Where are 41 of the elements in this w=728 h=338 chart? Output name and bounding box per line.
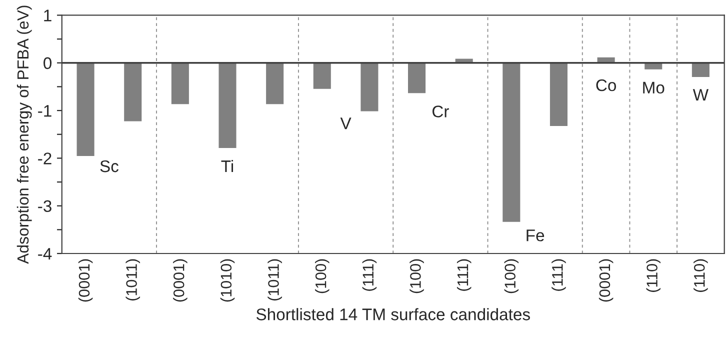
- y-tick-label: 0: [44, 57, 52, 70]
- annotation: Cr: [432, 106, 449, 118]
- bar: [122, 62, 144, 123]
- x-tick-label: (100): [315, 259, 330, 294]
- x-tick-label: (0001): [173, 259, 188, 302]
- bar: [170, 62, 190, 106]
- x-tick-label: (1011): [268, 259, 282, 300]
- annotation: W: [692, 89, 709, 101]
- bar: [217, 62, 238, 150]
- y-tick-label: -1: [38, 105, 52, 117]
- annotation: Fe: [526, 230, 544, 242]
- x-tick-label: (0001): [78, 259, 93, 302]
- y-tick-label: -4: [38, 248, 52, 260]
- x-tick-label: (1011): [126, 259, 140, 300]
- bar: [548, 62, 569, 128]
- annotation: Ti: [221, 160, 234, 172]
- annotation: Co: [596, 79, 616, 92]
- bar: [75, 62, 96, 158]
- x-tick-label: (110): [646, 259, 660, 292]
- x-tick-label: (111): [362, 259, 377, 291]
- bar: [359, 62, 380, 113]
- y-tick-label: 1: [44, 10, 52, 22]
- bar: [406, 62, 427, 95]
- y-tick-label: -2: [38, 152, 52, 164]
- annotation: Mo: [643, 82, 664, 94]
- bar: [501, 62, 522, 224]
- x-axis-title: Shortlisted 14 TM surface candidates: [256, 308, 530, 320]
- bar: [264, 62, 285, 106]
- x-tick-label: (111): [456, 259, 472, 291]
- bar: [312, 62, 332, 90]
- y-axis-title: Adsorption free energy of PFBA (eV): [16, 6, 32, 264]
- y-tick-label: -3: [38, 200, 52, 212]
- x-tick-label: (100): [504, 259, 519, 294]
- bar: [690, 62, 711, 78]
- annotation: Sc: [100, 160, 118, 172]
- annotation: V: [340, 118, 352, 130]
- x-tick-label: (110): [694, 259, 708, 292]
- x-tick-label: (1010): [220, 259, 235, 302]
- x-tick-label: (100): [410, 259, 424, 294]
- x-tick-label: (111): [552, 259, 566, 291]
- x-tick-label: (0001): [598, 259, 614, 302]
